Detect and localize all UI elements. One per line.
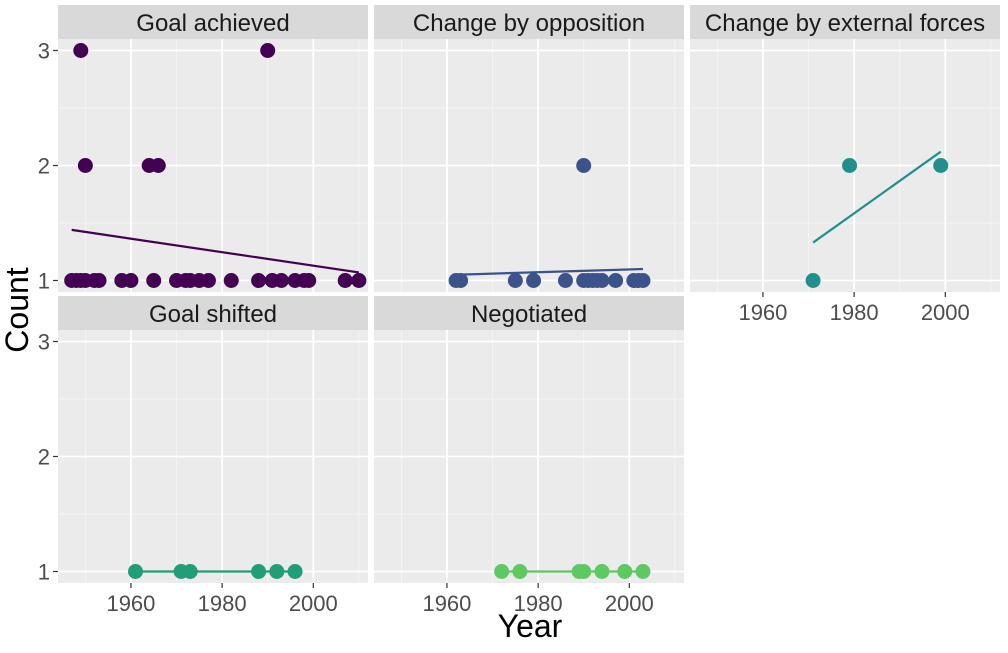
data-point bbox=[223, 273, 239, 288]
data-point bbox=[453, 273, 469, 288]
x-tick-label: 1980 bbox=[198, 591, 247, 616]
data-point bbox=[73, 43, 89, 58]
data-point bbox=[805, 273, 821, 288]
data-point bbox=[608, 273, 624, 288]
data-point bbox=[933, 158, 949, 173]
y-axis-title: Count bbox=[0, 267, 35, 353]
data-point bbox=[128, 564, 143, 579]
x-tick-label: 1980 bbox=[514, 591, 563, 616]
data-point bbox=[494, 564, 510, 579]
data-point bbox=[635, 564, 651, 579]
data-point bbox=[337, 273, 353, 288]
facet-strip bbox=[58, 296, 368, 330]
data-point bbox=[287, 564, 303, 579]
y-tick-label: 2 bbox=[38, 445, 50, 470]
y-tick-label: 3 bbox=[38, 39, 50, 64]
x-tick-label: 2000 bbox=[605, 591, 654, 616]
facet-title: Change by external forces bbox=[705, 10, 985, 37]
x-tick-label: 1980 bbox=[830, 300, 879, 325]
data-point bbox=[351, 273, 367, 288]
x-tick-label: 2000 bbox=[921, 300, 970, 325]
data-point bbox=[526, 273, 542, 288]
data-point bbox=[635, 273, 651, 288]
data-point bbox=[251, 273, 267, 288]
data-point bbox=[273, 273, 289, 288]
facet-4: Goal shifted 1 2 3 1960 1980 2000 bbox=[38, 296, 368, 616]
trend-line bbox=[812, 150, 942, 244]
data-point bbox=[260, 43, 276, 58]
data-point bbox=[146, 273, 162, 288]
facet-3: Change by external forces 1960 1980 2000 bbox=[690, 5, 1000, 325]
facet-strip bbox=[690, 5, 1000, 39]
data-point bbox=[507, 273, 523, 288]
data-point bbox=[251, 564, 267, 579]
facet-title: Change by opposition bbox=[413, 10, 645, 37]
data-point bbox=[576, 158, 592, 173]
y-tick-label: 1 bbox=[38, 560, 50, 585]
facet-2: Change by opposition bbox=[374, 5, 684, 292]
trend-line bbox=[71, 228, 360, 274]
data-point bbox=[200, 273, 216, 288]
facet-1: Goal achieved 1 2 3 bbox=[38, 5, 368, 294]
data-point bbox=[557, 273, 573, 288]
data-point bbox=[617, 564, 633, 579]
x-tick-label: 1960 bbox=[422, 591, 471, 616]
data-point bbox=[269, 564, 285, 579]
facet-title: Goal achieved bbox=[136, 10, 289, 37]
x-tick-label: 2000 bbox=[289, 591, 338, 616]
data-point bbox=[77, 158, 93, 173]
data-point bbox=[576, 564, 592, 579]
y-tick-label: 3 bbox=[38, 330, 50, 355]
facet-strip bbox=[58, 5, 368, 39]
facet-strip bbox=[374, 5, 684, 39]
x-tick-label: 1960 bbox=[738, 300, 787, 325]
trend-line bbox=[456, 267, 644, 276]
data-point bbox=[182, 564, 198, 579]
data-point bbox=[150, 158, 166, 173]
x-tick-label: 1960 bbox=[106, 591, 155, 616]
data-point bbox=[91, 273, 107, 288]
data-point bbox=[123, 273, 139, 288]
y-tick-label: 1 bbox=[38, 269, 50, 294]
data-point bbox=[512, 564, 528, 579]
data-point bbox=[842, 158, 858, 173]
facet-panels: Goal achieved 1 2 3 Change by opposition Chan… bbox=[38, 5, 1000, 616]
data-point bbox=[301, 273, 317, 288]
data-point bbox=[594, 273, 610, 288]
facet-5: Negotiated 1960 1980 2000 bbox=[374, 296, 684, 616]
facet-title: Goal shifted bbox=[149, 301, 277, 328]
data-point bbox=[594, 564, 610, 579]
x-axis-title: Year bbox=[498, 608, 563, 644]
y-tick-label: 2 bbox=[38, 154, 50, 179]
facet-title: Negotiated bbox=[471, 301, 587, 328]
facet-strip bbox=[374, 296, 684, 330]
